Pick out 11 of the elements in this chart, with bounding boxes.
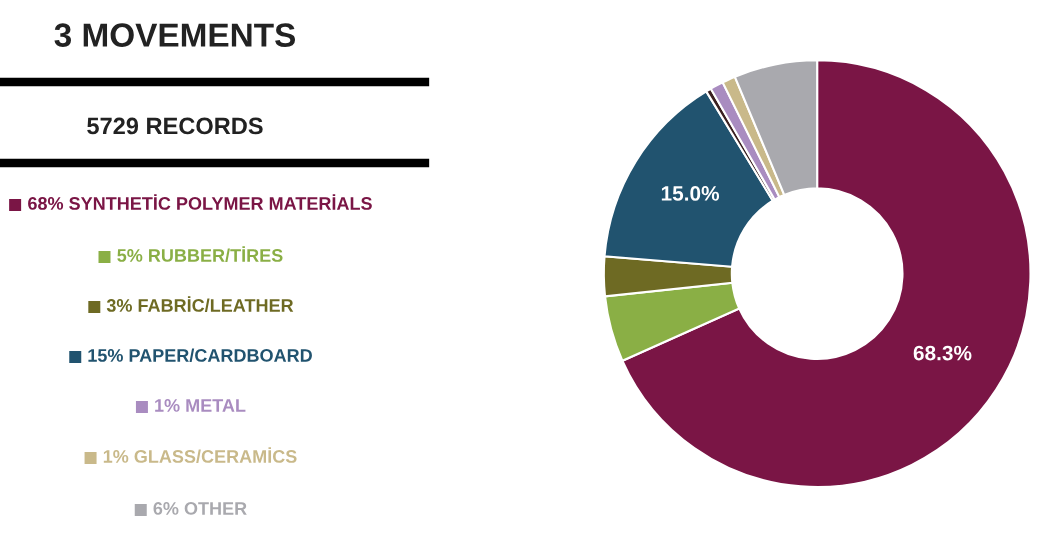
data-label: 68.3% — [913, 345, 972, 361]
chart-title: 3 MOVEMENTS — [54, 23, 296, 47]
legend-label: 6% OTHER — [153, 502, 247, 515]
legend-label: 5% RUBBER/TİRES — [117, 246, 283, 263]
legend-label: 68% SYNTHETİC POLYMER MATERİALS — [28, 194, 372, 210]
legend-label: 1% METAL — [155, 399, 246, 412]
legend-label: 1% GLASS/CERAMİCS — [103, 447, 297, 464]
data-label: 15.0% — [661, 186, 720, 201]
text: 5729 RECORDS — [87, 117, 263, 135]
legend-label: 3% FABRİC/LEATHER — [106, 296, 294, 313]
legend-label: 15% PAPER/CARDBOARD — [88, 348, 312, 363]
